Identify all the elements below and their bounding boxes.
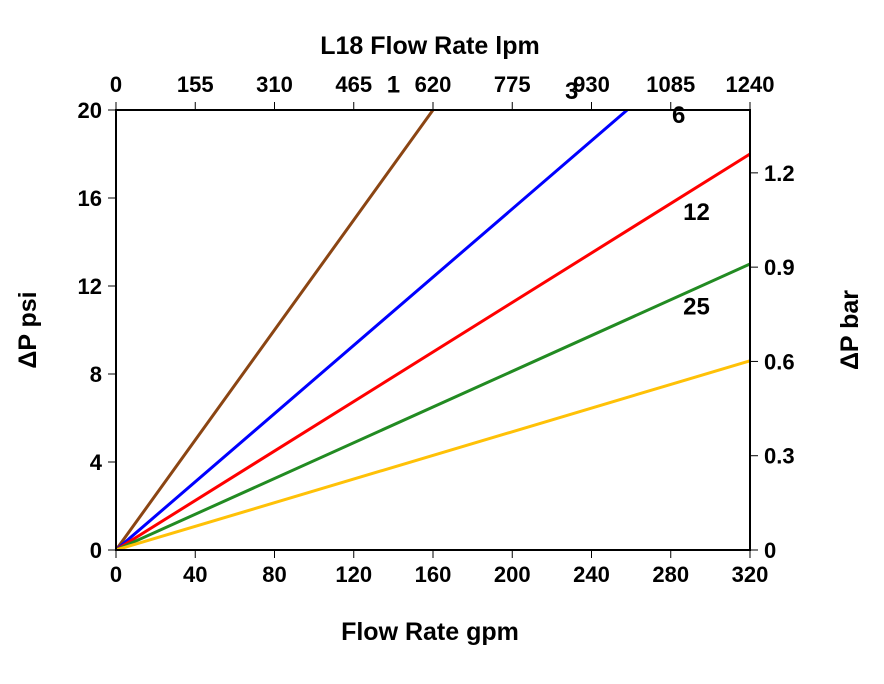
- x-bottom-tick-label: 320: [732, 562, 769, 587]
- series-label-6: 6: [672, 102, 685, 129]
- x-top-tick-label: 465: [335, 72, 372, 97]
- y-right-tick-label: 0.6: [764, 349, 795, 374]
- y-left-tick-label: 12: [78, 274, 102, 299]
- x-bottom-tick-label: 40: [183, 562, 207, 587]
- series-label-3: 3: [565, 78, 578, 105]
- y-right-tick-label: 0.3: [764, 444, 795, 469]
- chart-container: L18 Flow Rate lpm01553104656207759301085…: [0, 0, 884, 684]
- series-label-1: 1: [387, 71, 400, 98]
- x-top-tick-label: 620: [415, 72, 452, 97]
- series-label-25: 25: [683, 294, 710, 321]
- y-left-tick-label: 16: [78, 186, 102, 211]
- x-bottom-label: Flow Rate gpm: [341, 618, 519, 646]
- x-bottom-tick-label: 240: [573, 562, 610, 587]
- x-top-tick-label: 155: [177, 72, 214, 97]
- x-top-tick-label: 310: [256, 72, 293, 97]
- x-top-tick-label: 775: [494, 72, 531, 97]
- y-left-tick-label: 8: [90, 362, 102, 387]
- x-bottom-tick-label: 120: [335, 562, 372, 587]
- y-right-tick-label: 0.9: [764, 255, 795, 280]
- series-label-12: 12: [683, 199, 710, 226]
- x-top-tick-label: 1085: [646, 72, 695, 97]
- y-left-tick-label: 0: [90, 538, 102, 563]
- y-left-tick-label: 4: [90, 450, 103, 475]
- y-left-tick-label: 20: [78, 98, 102, 123]
- x-top-tick-label: 1240: [726, 72, 775, 97]
- x-bottom-tick-label: 280: [652, 562, 689, 587]
- y-left-label: ΔP psi: [14, 291, 42, 368]
- x-bottom-tick-label: 160: [415, 562, 452, 587]
- chart-svg: L18 Flow Rate lpm01553104656207759301085…: [0, 0, 884, 684]
- y-right-tick-label: 1.2: [764, 161, 795, 186]
- x-top-tick-label: 0: [110, 72, 122, 97]
- top-title: L18 Flow Rate lpm: [320, 32, 539, 60]
- x-bottom-tick-label: 200: [494, 562, 531, 587]
- y-right-label: ΔP bar: [836, 290, 864, 370]
- x-bottom-tick-label: 0: [110, 562, 122, 587]
- x-top-tick-label: 930: [573, 72, 610, 97]
- y-right-tick-label: 0: [764, 538, 776, 563]
- x-bottom-tick-label: 80: [262, 562, 286, 587]
